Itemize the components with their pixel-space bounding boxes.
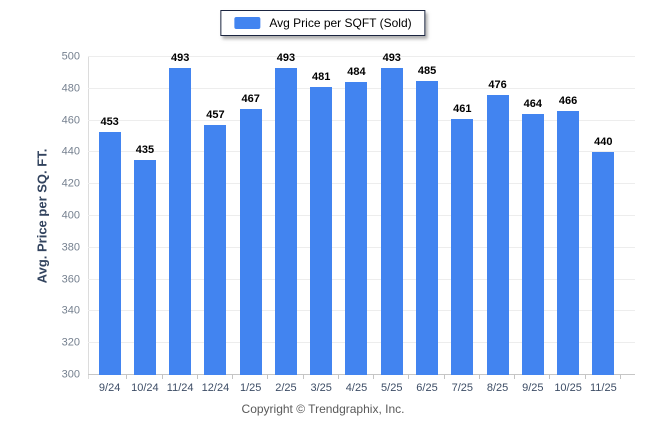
x-tick	[232, 375, 234, 379]
x-tick	[619, 375, 621, 379]
bar-group: 466 10/25	[550, 57, 586, 394]
copyright-text: Copyright © Trendgraphix, Inc.	[241, 402, 405, 416]
x-tick-label: 10/25	[554, 382, 582, 394]
bar-value-label: 481	[312, 71, 331, 84]
bar: 493	[380, 53, 403, 375]
bar-group: 457 12/24	[198, 57, 234, 394]
bar-group: 476 8/25	[480, 57, 516, 394]
bar-group: 464 9/25	[515, 57, 551, 394]
gridline	[88, 56, 635, 57]
y-tick-label: 460	[61, 114, 80, 127]
y-tick-label: 400	[61, 209, 80, 222]
x-tick	[267, 375, 269, 379]
bar-group: 435 10/24	[127, 57, 163, 394]
y-tick-label: 300	[61, 368, 80, 381]
y-tick-label: 480	[61, 82, 80, 95]
x-tick	[443, 375, 445, 379]
bar-group: 493 5/25	[374, 53, 410, 394]
y-tick-label: 320	[61, 336, 80, 349]
x-tick-label: 11/25	[589, 382, 617, 394]
x-tick-label: 8/25	[486, 382, 509, 394]
bar-value-label: 466	[558, 95, 578, 108]
y-axis-labels: 500 480 460 440 420 400 380 360 340 320 300	[0, 51, 80, 380]
bar: 457	[204, 110, 227, 375]
legend: Avg Price per SQFT (Sold)	[220, 10, 426, 36]
bar-value-label: 435	[135, 144, 155, 157]
y-tick-label: 420	[61, 177, 80, 190]
x-tick	[337, 375, 339, 379]
bar: 481	[310, 72, 333, 375]
x-tick-label: 12/24	[201, 382, 230, 394]
bar-group: 493 11/24	[163, 53, 198, 394]
bar-value-label: 461	[453, 103, 472, 116]
y-tick-label: 360	[61, 273, 80, 286]
bar: 493	[274, 53, 297, 375]
bar-value-label: 457	[206, 109, 225, 122]
bar-group: 440 11/25	[586, 57, 621, 394]
x-tick	[161, 375, 163, 379]
bar-value-label: 493	[170, 52, 190, 65]
bar-group: 493 2/25	[268, 53, 304, 394]
x-tick-label: 4/25	[345, 382, 368, 394]
bar: 435	[133, 145, 156, 375]
y-tick-label: 380	[61, 241, 80, 254]
x-tick	[549, 375, 551, 379]
x-tick	[126, 375, 128, 379]
bar-group: 485 6/25	[409, 57, 445, 394]
bar-value-label: 476	[488, 79, 507, 92]
bar: 466	[557, 96, 580, 375]
bar: 440	[592, 137, 615, 375]
bar-group: 453 9/24	[92, 57, 128, 394]
y-tick-label: 440	[61, 145, 80, 158]
bar-group: 484 4/25	[339, 57, 375, 394]
bar-value-label: 485	[417, 64, 437, 77]
y-tick-label: 340	[61, 304, 80, 317]
bar-value-label: 467	[241, 93, 260, 106]
bar-group: 461 7/25	[445, 57, 480, 394]
x-tick-label: 10/24	[131, 382, 159, 394]
x-tick-label: 2/25	[275, 382, 297, 394]
y-tick-label: 500	[61, 50, 80, 63]
bar-value-label: 453	[100, 115, 119, 128]
bar: 484	[345, 67, 368, 375]
y-axis-line	[88, 57, 89, 379]
x-tick	[584, 375, 586, 379]
bar-group: 467 1/25	[233, 57, 269, 394]
bar: 461	[451, 104, 474, 375]
bar: 467	[239, 94, 262, 375]
legend-label: Avg Price per SQFT (Sold)	[269, 16, 412, 30]
x-tick-label: 9/25	[522, 382, 544, 394]
plot-area: 453 9/24 435 10/24 493 11/24 457 12/24 467 1/25 49…	[88, 53, 635, 394]
bar-value-label: 440	[594, 136, 613, 149]
x-tick	[196, 375, 198, 379]
bar: 493	[169, 53, 192, 375]
x-tick-label: 3/25	[310, 382, 332, 394]
bar: 453	[98, 116, 121, 375]
x-tick-label: 5/25	[381, 382, 403, 394]
legend-swatch-icon	[234, 17, 261, 29]
x-tick-label: 9/24	[98, 382, 121, 394]
bar-value-label: 493	[276, 52, 296, 65]
bar-value-label: 484	[347, 66, 366, 79]
bar-group: 481 3/25	[304, 57, 339, 394]
x-tick	[373, 375, 375, 379]
x-tick	[302, 375, 304, 379]
x-tick-label: 1/25	[239, 382, 262, 394]
x-tick-label: 11/24	[166, 382, 194, 394]
bars: 453 9/24 435 10/24 493 11/24 457 12/24 467 1/25 49…	[88, 53, 635, 394]
bar-value-label: 493	[382, 52, 401, 65]
x-tick	[514, 375, 516, 379]
bar: 485	[416, 65, 439, 375]
x-tick	[408, 375, 410, 379]
x-tick-label: 6/25	[416, 382, 438, 394]
x-tick	[478, 375, 480, 379]
bar: 464	[521, 99, 544, 375]
x-tick-label: 7/25	[451, 382, 473, 394]
bar: 476	[486, 80, 509, 375]
bar-value-label: 464	[523, 98, 542, 111]
